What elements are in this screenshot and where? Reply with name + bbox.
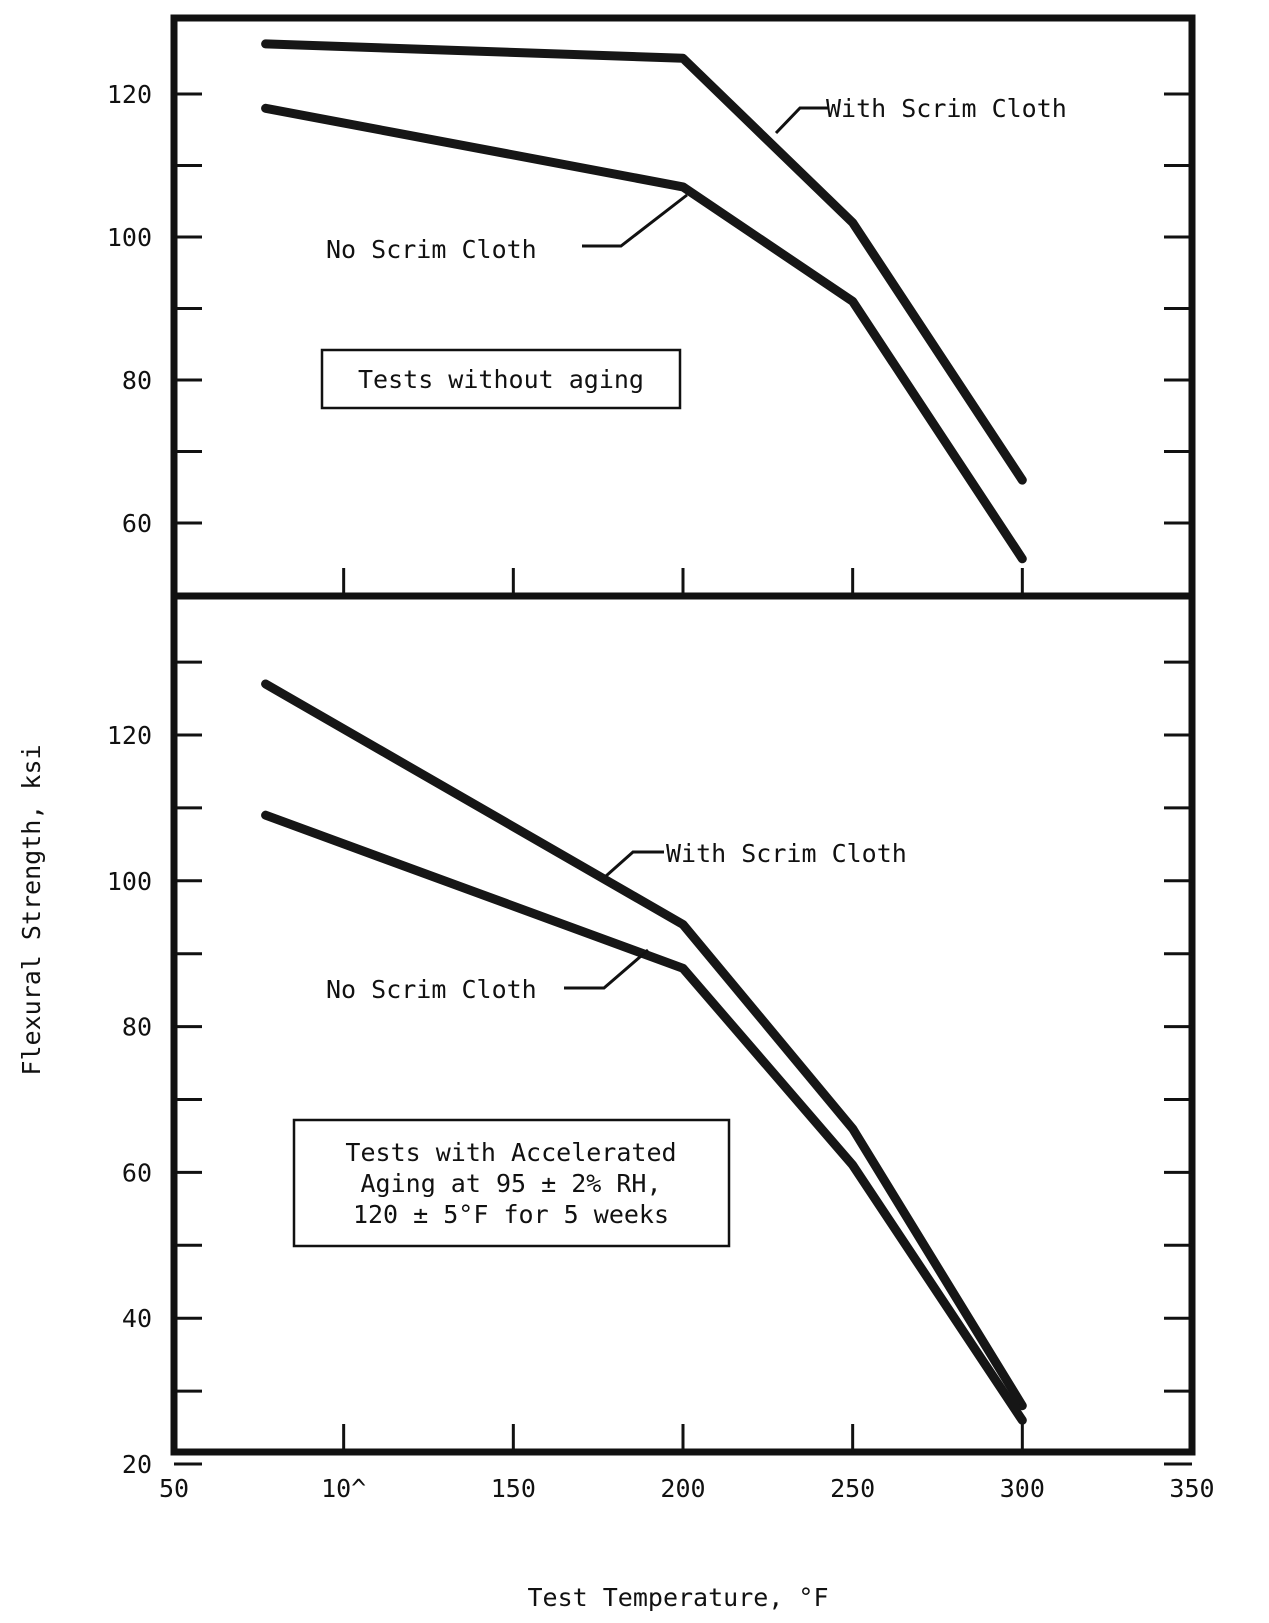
x-tick-label: 350 bbox=[1169, 1474, 1214, 1503]
bottom-annotation-line: Aging at 95 ± 2% RH, bbox=[360, 1169, 661, 1198]
top-annotation-box bbox=[320, 348, 682, 410]
bottom-data-point bbox=[849, 1162, 856, 1169]
bottom-data-point bbox=[262, 680, 269, 687]
bottom-data-point bbox=[1019, 1417, 1026, 1424]
top-y-tick-label: 80 bbox=[122, 366, 152, 395]
top-annotation-text: Tests without aging bbox=[358, 365, 644, 394]
bottom-data-point bbox=[680, 965, 686, 972]
top-data-point bbox=[849, 298, 856, 305]
top-data-point bbox=[1019, 477, 1026, 484]
bottom-with-scrim-label: With Scrim Cloth bbox=[666, 839, 907, 868]
bottom-panel-frame bbox=[170, 592, 1196, 1456]
top-series-with-scrim bbox=[261, 39, 1027, 485]
bottom-data-point bbox=[680, 921, 686, 928]
top-data-point bbox=[262, 105, 269, 112]
top-y-tick-label: 120 bbox=[107, 80, 152, 109]
bottom-y-tick-label: 60 bbox=[122, 1158, 152, 1187]
bottom-no-scrim-leader bbox=[564, 948, 649, 990]
top-data-point bbox=[262, 40, 269, 47]
bottom-annotation-box bbox=[292, 1118, 731, 1248]
x-tick-label: 250 bbox=[830, 1474, 875, 1503]
top-no-scrim-label: No Scrim Cloth bbox=[326, 235, 537, 264]
bottom-y-tick-label: 80 bbox=[122, 1013, 152, 1042]
top-data-point bbox=[680, 55, 686, 62]
bottom-panel: 20 40 60 80 100 120 50 10^ 150 200 250 300 350 With S… bbox=[107, 660, 1215, 1503]
bottom-y-tick-label: 20 bbox=[122, 1450, 152, 1479]
x-tick-label: 150 bbox=[491, 1474, 536, 1503]
bottom-y-tick-label: 100 bbox=[107, 867, 152, 896]
top-with-scrim-leader bbox=[774, 106, 828, 135]
bottom-with-scrim-leader bbox=[605, 850, 664, 878]
x-tick-label: 50 bbox=[159, 1474, 189, 1503]
bottom-series-no-scrim bbox=[261, 810, 1027, 1425]
bottom-data-point bbox=[1019, 1402, 1026, 1409]
bottom-data-point bbox=[849, 1125, 856, 1132]
top-data-point bbox=[680, 183, 686, 190]
top-data-point bbox=[849, 219, 856, 226]
bottom-y-tick-label: 120 bbox=[107, 721, 152, 750]
top-y-tick-label: 60 bbox=[122, 509, 152, 538]
bottom-y-tick-label: 40 bbox=[122, 1304, 152, 1333]
top-with-scrim-label: With Scrim Cloth bbox=[826, 94, 1067, 123]
top-panel: 60 80 100 120 With Scrim Cloth No Scrim Cloth… bbox=[107, 39, 1192, 596]
bottom-annotation-line: 120 ± 5°F for 5 weeks bbox=[353, 1200, 669, 1229]
x-axis-title: Test Temperature, °F bbox=[527, 1583, 828, 1612]
top-y-tick-label: 100 bbox=[107, 223, 152, 252]
top-no-scrim-leader bbox=[582, 193, 688, 248]
y-axis-title: Flexural Strength, ksi bbox=[17, 744, 46, 1075]
bottom-data-point bbox=[262, 812, 269, 819]
x-tick-label: 200 bbox=[660, 1474, 705, 1503]
top-series-no-scrim bbox=[261, 103, 1027, 564]
bottom-annotation-line: Tests with Accelerated bbox=[345, 1138, 676, 1167]
bottom-no-scrim-label: No Scrim Cloth bbox=[326, 975, 537, 1004]
bottom-series-with-scrim bbox=[261, 679, 1027, 1411]
top-data-point bbox=[1019, 555, 1026, 562]
x-tick-label: 300 bbox=[1000, 1474, 1045, 1503]
x-tick-label: 10^ bbox=[321, 1474, 366, 1503]
